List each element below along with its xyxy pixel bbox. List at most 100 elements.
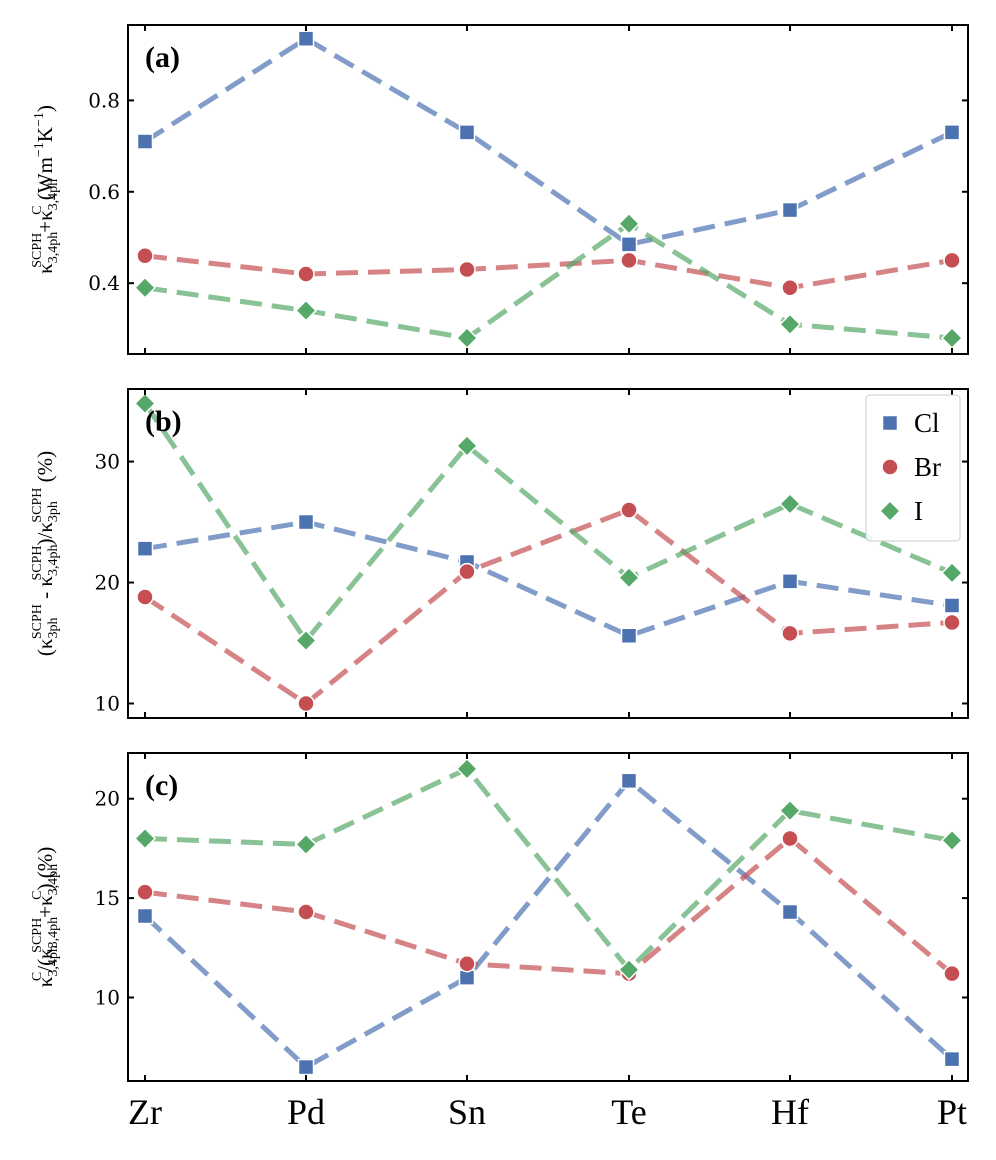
y-axis-label-part: (Wm	[33, 157, 57, 205]
y-tick-label: 10	[95, 986, 120, 1010]
point-cl-hf	[781, 201, 799, 219]
y-tick-label: 10	[95, 691, 120, 715]
point-cl-zr	[136, 540, 154, 557]
y-axis-label-part: SCPH	[30, 233, 45, 268]
y-axis-label-part: 3,4ph	[46, 179, 61, 211]
y-axis-label: κ3,4phC/(κ3,4phSCPH+κ3,4phC) (%)	[30, 847, 61, 987]
plot-frame	[127, 388, 969, 719]
legend-marker-br	[881, 458, 899, 476]
point-cl-pd	[297, 30, 315, 47]
series-line-cl	[144, 519, 953, 639]
legend-label-cl: Cl	[914, 408, 940, 438]
point-br-pd	[297, 694, 315, 713]
series-line-br	[144, 835, 954, 977]
point-i-hf	[778, 492, 802, 515]
y-axis-label-part: +κ	[33, 895, 57, 918]
y-tick-label: 20	[95, 787, 120, 811]
point-br-te	[620, 501, 638, 519]
y-axis-label-part: −1	[32, 112, 47, 127]
y-axis-label-part: +κ	[33, 210, 57, 233]
series-line-cl	[143, 35, 954, 248]
point-cl-zr	[136, 907, 154, 925]
point-cl-pd	[297, 1058, 315, 1076]
y-axis-label-part: 3ph	[46, 501, 61, 522]
point-i-pd	[294, 629, 318, 652]
point-i-sn	[455, 757, 479, 780]
y-tick-label: 30	[95, 450, 120, 474]
y-axis-label-part: 3ph	[46, 618, 61, 639]
y-tick-label: 0.4	[88, 271, 120, 295]
point-br-hf	[781, 624, 799, 643]
point-cl-pt	[943, 1050, 961, 1068]
x-tick-label-hf: Hf	[771, 1092, 809, 1132]
legend-label-br: Br	[914, 452, 941, 482]
plot-frame	[127, 24, 969, 355]
panel-label: (a)	[145, 41, 180, 74]
x-tick-label-te: Te	[611, 1092, 646, 1132]
series-line-br	[143, 507, 953, 707]
point-br-hf	[781, 829, 799, 848]
y-axis-label-part: C	[30, 891, 45, 900]
point-cl-pt	[943, 124, 961, 141]
point-i-hf	[778, 313, 802, 336]
y-axis-label-part: κ	[33, 263, 57, 274]
series-line-i	[144, 765, 953, 974]
legend-marker-i	[878, 499, 902, 523]
point-br-zr	[136, 883, 154, 901]
y-tick-label: 0.6	[88, 180, 120, 204]
x-tick-label-pt: Pt	[937, 1092, 967, 1132]
legend-marker-cl	[881, 414, 899, 432]
y-axis-label-part: (%)	[33, 451, 57, 488]
legend-label-i: I	[914, 496, 923, 526]
y-axis-label-part: κ	[33, 976, 57, 987]
point-br-sn	[458, 260, 476, 279]
y-axis-label-part: - κ	[33, 576, 57, 604]
y-axis-label-part: (κ	[33, 638, 57, 656]
point-br-pt	[943, 613, 961, 632]
point-br-pd	[297, 903, 315, 921]
point-cl-te	[620, 236, 638, 253]
panel-label: (b)	[145, 405, 182, 438]
series-line-br	[144, 253, 953, 291]
y-tick-label: 20	[95, 571, 120, 595]
legend-box	[865, 394, 961, 542]
y-axis-label-part: 3,4ph	[46, 864, 61, 896]
point-i-te	[617, 566, 641, 589]
point-i-pt	[940, 829, 964, 852]
y-axis-label-part: C	[30, 205, 45, 214]
series-line-i	[142, 402, 953, 645]
point-i-zr	[133, 392, 157, 415]
series-line-cl	[143, 777, 954, 1071]
y-axis-label-part: SCPH	[30, 918, 45, 953]
y-axis-label-part: 3,4ph	[46, 232, 61, 264]
point-cl-pd	[297, 513, 315, 531]
y-axis-label-part: K	[33, 127, 57, 142]
x-tick-label-sn: Sn	[448, 1092, 486, 1132]
y-axis-label-part: /(κ	[33, 948, 57, 972]
y-axis-label-part: 3,4ph	[46, 945, 61, 977]
y-axis-label-part: ) (%)	[33, 847, 57, 891]
x-tick-label-pd: Pd	[287, 1092, 325, 1132]
y-axis-label-part: 3,4ph	[46, 917, 61, 949]
point-cl-hf	[781, 573, 799, 590]
point-br-te	[620, 251, 638, 270]
point-i-zr	[133, 827, 157, 850]
point-i-pt	[940, 326, 964, 350]
point-br-sn	[458, 954, 476, 973]
y-axis-label-part: )/κ	[33, 522, 57, 546]
point-cl-sn	[458, 124, 476, 141]
y-axis-label-part: 3,4ph	[46, 545, 61, 577]
point-br-pt	[943, 964, 961, 983]
point-cl-pt	[943, 597, 961, 614]
point-br-pt	[943, 251, 961, 270]
point-cl-te	[620, 772, 638, 790]
point-br-sn	[458, 562, 476, 581]
point-cl-hf	[781, 903, 799, 921]
plot-frame	[127, 752, 969, 1082]
y-tick-label: 0.8	[88, 88, 120, 112]
point-i-te	[617, 958, 641, 981]
y-axis-label: κ3,4phSCPH+κ3,4phC (Wm−1K−1)	[30, 105, 61, 274]
